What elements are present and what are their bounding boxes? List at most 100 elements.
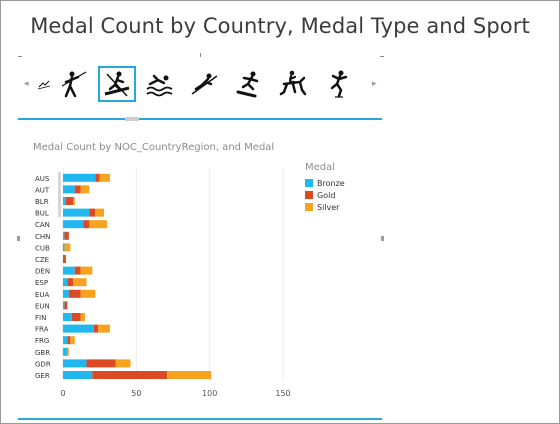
resize-handle-left[interactable] [17, 236, 20, 241]
y-tick-label: ESP [35, 279, 48, 287]
equestrian-icon [279, 70, 307, 96]
bar-bronze [63, 289, 69, 298]
sport-tile-skating[interactable] [318, 66, 356, 102]
edge-mark [200, 53, 201, 57]
bar-bronze [63, 185, 75, 194]
x-tick-label: 100 [202, 389, 217, 398]
y-tick-label: AUS [35, 175, 50, 183]
tiles-prev-arrow[interactable]: ◂ [24, 79, 29, 89]
bar-gold [71, 313, 81, 321]
chart-title: Medal Count by NOC_CountryRegion, and Me… [33, 142, 275, 153]
bar-bronze [63, 220, 84, 229]
legend-item-gold[interactable]: Gold [305, 189, 345, 201]
legend-title: Medal [305, 162, 336, 173]
sport-tile-snowboard[interactable] [230, 66, 268, 102]
y-tick-label: AUT [35, 186, 50, 194]
bar-bronze [63, 347, 68, 356]
bar-gold [83, 220, 90, 229]
sport-tile-ski[interactable] [35, 66, 53, 102]
bar-gold [64, 231, 69, 240]
bar-silver [98, 324, 110, 333]
bar-bronze [63, 278, 68, 287]
bar-silver [73, 278, 87, 287]
bar-silver [70, 336, 75, 345]
bar-gold [64, 301, 68, 310]
bar-gold [74, 266, 81, 275]
y-tick-label: EUA [35, 291, 50, 299]
legend-swatch [305, 191, 313, 199]
swimming-icon [146, 74, 173, 97]
sport-tile-strip [18, 53, 386, 120]
x-tick-label: 50 [131, 389, 141, 398]
bar-gold [65, 197, 74, 205]
legend-label: Bronze [317, 178, 345, 188]
sport-tile-javelin[interactable] [55, 66, 93, 102]
y-tick-label: EUN [35, 302, 50, 310]
bar-bronze [63, 301, 65, 310]
canoe-icon [104, 71, 130, 97]
bar-silver [73, 197, 75, 205]
bar-gold [67, 336, 71, 345]
y-tick-label: FIN [35, 314, 46, 322]
bar-silver [115, 359, 131, 368]
y-tick-label: CAN [35, 221, 50, 229]
page-title: Medal Count by Country, Medal Type and S… [30, 14, 530, 38]
y-tick-label: CUB [35, 244, 50, 252]
corner-mark [18, 56, 22, 57]
bar-silver [80, 289, 96, 298]
bar-bronze [63, 197, 66, 205]
bar-silver [80, 313, 85, 321]
bar-bronze [63, 313, 72, 321]
bar-bronze [63, 371, 93, 379]
bar-bronze [63, 266, 75, 275]
bar-bronze [63, 243, 65, 252]
bar-silver [80, 266, 93, 275]
bar-gold [95, 173, 100, 182]
y-tick-label: CHN [35, 233, 50, 241]
bar-bronze [63, 359, 87, 368]
snowboard-icon [236, 71, 259, 98]
legend-swatch [305, 179, 313, 187]
y-tick-label: GER [35, 372, 50, 380]
sport-tile-equestrian[interactable] [275, 66, 313, 102]
chart-bottom-line [18, 418, 382, 420]
tile-strip-underline [18, 118, 382, 120]
bar-silver [67, 347, 69, 356]
x-tick-label: 150 [275, 389, 290, 398]
resize-handle-right[interactable] [381, 236, 384, 241]
tile-scroll-thumb[interactable] [125, 117, 139, 121]
skating-icon [330, 70, 348, 98]
bar-silver [95, 208, 105, 217]
chart-legend: Medal Bronze Gold Silver [305, 162, 345, 213]
bar-gold [92, 371, 168, 379]
bar-silver [89, 220, 107, 229]
y-tick-label: GBR [35, 349, 50, 357]
bar-bronze [63, 231, 65, 240]
x-tick-label: 0 [60, 389, 65, 398]
javelin-icon [61, 71, 87, 98]
bar-silver [80, 185, 90, 194]
sport-tile-ski-jump[interactable] [186, 66, 224, 102]
bar-silver [64, 243, 71, 252]
bar-bronze [63, 324, 94, 333]
bar-gold [68, 289, 81, 298]
legend-label: Silver [317, 202, 340, 212]
y-tick-label: CZE [35, 256, 49, 264]
y-tick-label: BUL [35, 210, 49, 218]
y-tick-label: FRG [35, 337, 49, 345]
y-tick-label: BLR [35, 198, 49, 206]
bar-gold [86, 359, 116, 368]
tiles-next-arrow[interactable]: ▸ [372, 79, 377, 89]
sport-tile-swimming[interactable] [141, 66, 179, 102]
category-scrollbar [58, 172, 61, 217]
bar-gold [89, 208, 96, 217]
y-tick-label: GDR [35, 360, 51, 368]
bar-silver [99, 173, 110, 182]
sport-tile-canoe[interactable] [98, 66, 136, 102]
legend-item-silver[interactable]: Silver [305, 201, 345, 213]
ski-icon [37, 80, 51, 90]
bar-gold [67, 278, 74, 287]
legend-item-bronze[interactable]: Bronze [305, 177, 345, 189]
legend-swatch [305, 203, 313, 211]
